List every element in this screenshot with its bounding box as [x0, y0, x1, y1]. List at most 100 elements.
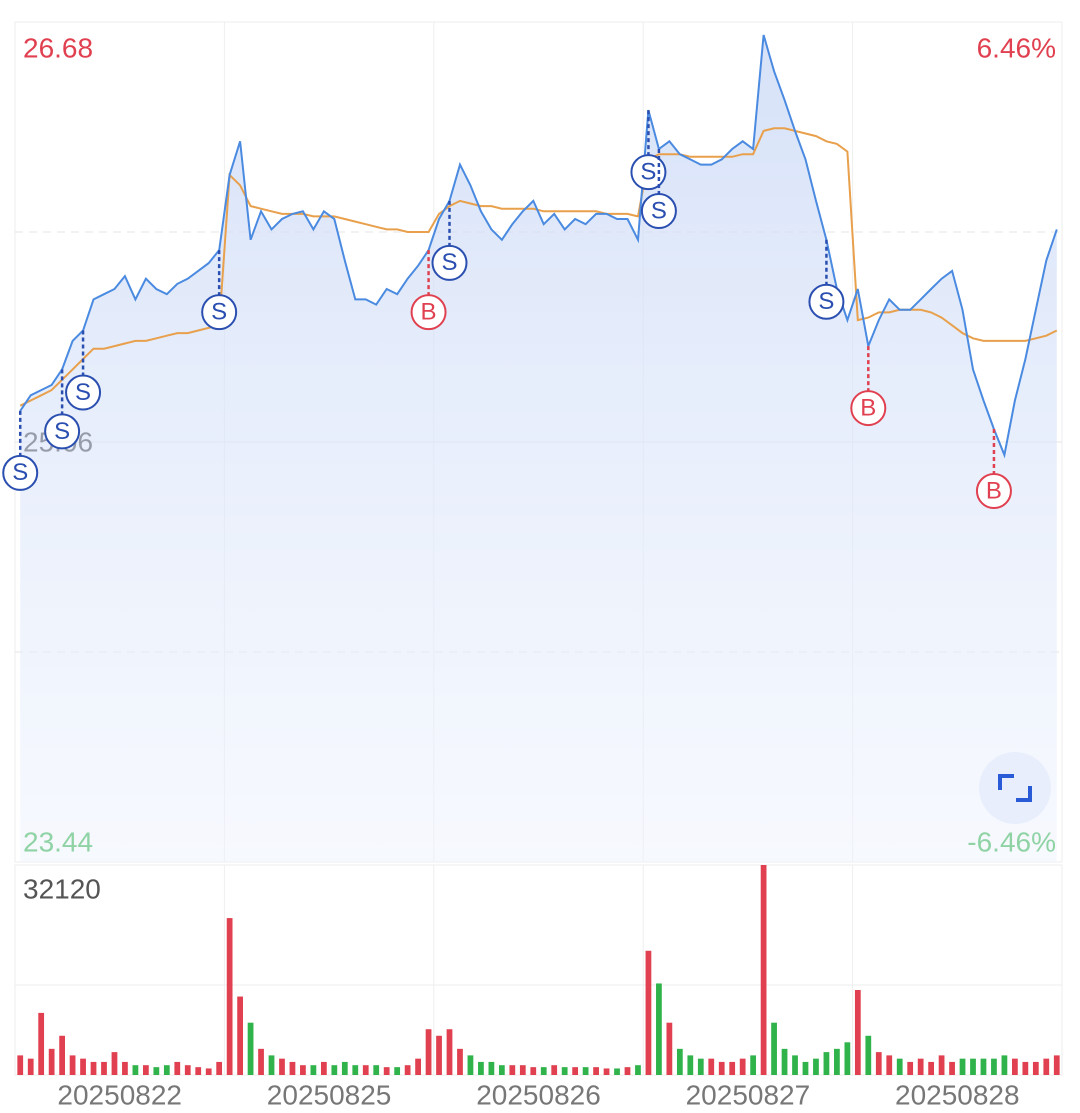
trade-marker	[65, 374, 102, 411]
x-tick-label: 20250825	[267, 1079, 392, 1110]
volume-bar	[729, 1061, 736, 1075]
trade-marker	[431, 244, 468, 281]
volume-bar	[404, 1065, 411, 1075]
volume-bar	[802, 1061, 809, 1075]
volume-bar	[394, 1067, 401, 1075]
volume-bar	[101, 1061, 107, 1075]
volume-bar	[415, 1058, 421, 1075]
x-tick-label: 20250828	[895, 1079, 1020, 1110]
trade-marker	[410, 294, 447, 331]
volume-bar	[331, 1065, 338, 1075]
volume-bar	[142, 1065, 149, 1075]
volume-bar	[195, 1067, 202, 1075]
expand-icon[interactable]	[998, 774, 1032, 802]
trade-marker	[808, 283, 845, 320]
volume-bar	[980, 1058, 987, 1075]
trade-marker	[630, 154, 667, 191]
avg-line	[19, 127, 1058, 407]
volume-bar	[509, 1065, 516, 1075]
trade-label: S	[441, 249, 457, 276]
trade-label: B	[860, 394, 876, 421]
volume-bar	[854, 990, 861, 1075]
trade-label: S	[651, 197, 667, 224]
volume-bar	[582, 1067, 589, 1075]
volume-bar	[352, 1065, 359, 1075]
volume-bar	[687, 1055, 694, 1075]
volume-bar	[896, 1058, 903, 1075]
volume-bar	[760, 865, 767, 1075]
volume-bar	[938, 1055, 945, 1075]
volume-bar	[383, 1067, 390, 1075]
volume-bar	[624, 1067, 631, 1075]
volume-bar	[645, 950, 652, 1075]
volume-tick-label: 32120	[23, 873, 101, 904]
volume-bar	[289, 1061, 296, 1075]
volume-bar	[676, 1048, 683, 1075]
volume-bar	[59, 1035, 65, 1075]
volume-bar	[750, 1055, 757, 1075]
expand-button[interactable]	[979, 752, 1051, 824]
expand-bg[interactable]	[979, 752, 1051, 824]
volume-bar	[614, 1068, 620, 1075]
trade-label: S	[640, 158, 656, 185]
volume-bar	[226, 918, 233, 1075]
volume-bar	[425, 1029, 432, 1075]
volume-bar	[656, 983, 662, 1075]
volume-bar	[205, 1068, 212, 1075]
volume-bar	[90, 1061, 97, 1075]
volume-bar	[1053, 1055, 1060, 1075]
volume-bar	[1022, 1061, 1029, 1075]
volume-bar	[174, 1061, 181, 1075]
x-tick-label: 20250827	[686, 1079, 811, 1110]
volume-bar	[300, 1065, 306, 1075]
volume-bar	[268, 1055, 275, 1075]
volume-bar	[436, 1035, 442, 1075]
volume-bar	[122, 1061, 128, 1075]
volume-bar	[111, 1052, 118, 1075]
volume-bar	[457, 1048, 463, 1075]
volume-bar	[771, 1022, 777, 1075]
volume-bar	[875, 1052, 882, 1075]
trade-marker	[201, 294, 238, 331]
volume-bar	[258, 1048, 264, 1075]
volume-bar	[1032, 1061, 1039, 1075]
volume-bar	[823, 1052, 830, 1075]
volume-bar	[886, 1055, 893, 1075]
volume-bar	[739, 1058, 746, 1075]
volume-bar	[478, 1061, 484, 1075]
trade-label: B	[421, 298, 437, 325]
trade-marker	[850, 390, 887, 427]
volume-bar	[320, 1061, 327, 1075]
volume-bar	[970, 1058, 976, 1075]
volume-bar	[561, 1067, 568, 1075]
volume-bar	[551, 1065, 558, 1075]
volume-bar	[603, 1068, 610, 1075]
volume-bar	[467, 1055, 474, 1075]
y-tick-label: 26.68	[23, 32, 93, 63]
volume-bar	[498, 1065, 505, 1075]
volume-bar	[153, 1067, 160, 1075]
trade-label: S	[12, 459, 28, 486]
x-tick-label: 20250822	[57, 1079, 182, 1110]
volume-bar	[362, 1065, 369, 1075]
volume-bar	[341, 1061, 348, 1075]
y2-tick-label: 6.46%	[977, 32, 1056, 63]
trade-label: S	[211, 298, 227, 325]
volume-bar	[593, 1067, 599, 1075]
volume-bar	[781, 1048, 788, 1075]
volume-bar	[279, 1058, 285, 1075]
volume-bar	[247, 1022, 254, 1075]
volume-bar	[959, 1058, 966, 1075]
plot-layer: 20250822 20250825 20250826 20250827 20250828…	[2, 21, 1062, 1110]
volume-bar	[540, 1067, 547, 1075]
volume-bar	[1001, 1055, 1008, 1075]
trade-marker	[44, 413, 81, 450]
volume-bar	[17, 1055, 24, 1075]
volume-bar	[184, 1065, 191, 1075]
volume-bar	[834, 1048, 840, 1075]
trade-label: S	[54, 418, 70, 445]
volume-bar	[38, 1012, 45, 1075]
volume-bar	[132, 1065, 139, 1075]
volume-bar	[949, 1061, 955, 1075]
